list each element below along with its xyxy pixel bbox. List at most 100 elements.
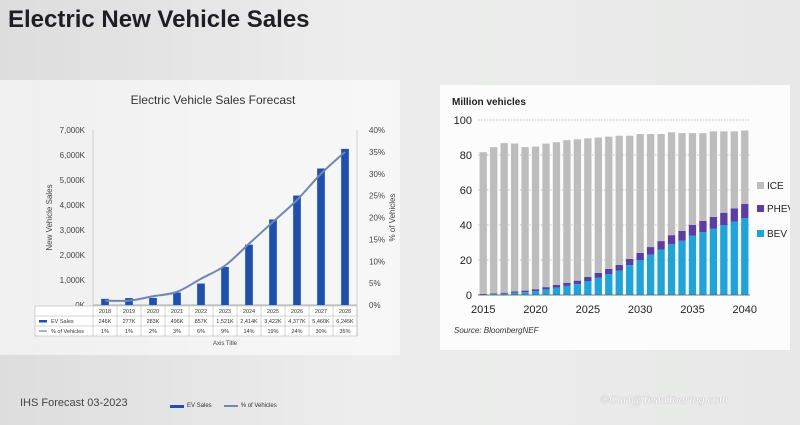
x-tick-label: 2022 — [195, 309, 207, 315]
phev-bar — [730, 208, 738, 222]
bev-bar — [709, 228, 718, 295]
y-axis-label: New Vehicle Sales — [45, 184, 54, 250]
bev-bar — [615, 270, 623, 295]
source-note: Source: BloombergNEF — [454, 326, 540, 335]
ev-sales-bar — [197, 283, 205, 305]
x-tick-label: 2025 — [576, 304, 600, 316]
y2-tick-label: 0% — [369, 301, 381, 310]
ice-bar — [741, 130, 749, 204]
x-tick-label: 2020 — [147, 309, 159, 315]
phev-bar — [615, 264, 623, 271]
ice-bar — [720, 131, 728, 213]
y-tick-label: 3,000K — [60, 226, 86, 235]
bev-bar — [563, 285, 571, 295]
bev-bar — [531, 290, 540, 295]
ice-bar — [667, 132, 676, 236]
percent-value-label: 1% — [101, 329, 109, 335]
y-tick-label: 20 — [460, 255, 472, 267]
phev-bar — [636, 253, 644, 260]
phev-bar — [646, 247, 655, 255]
chart-title: Million vehicles — [452, 97, 526, 108]
y-tick-label: 6,000K — [60, 151, 86, 160]
bev-bar — [521, 292, 529, 295]
phev-bar — [688, 225, 697, 236]
ev-sales-legend-swatch — [170, 404, 184, 408]
bev-legend-label: BEV — [767, 229, 787, 240]
bev-bar — [636, 260, 644, 295]
ice-bar — [678, 133, 686, 231]
ev-sales-value-label: 3,422K — [264, 319, 282, 325]
y-tick-label: 100 — [454, 115, 472, 127]
percent-value-label: 3% — [173, 329, 181, 335]
ice-bar — [730, 131, 738, 209]
ev-sales-forecast-chart: Electric Vehicle Sales Forecast 0K 1,000K 2… — [0, 80, 400, 355]
ev-sales-bar — [173, 292, 181, 305]
watermark: ©Carl@TeslaTouring.com — [600, 392, 728, 406]
phev-bar — [720, 212, 728, 225]
ice-bar — [542, 143, 550, 288]
phev-bar — [667, 235, 676, 245]
x-tick-label: 2015 — [471, 304, 495, 316]
chart-title: Electric Vehicle Sales Forecast — [131, 93, 296, 107]
y-tick-label: 80 — [460, 150, 472, 162]
ice-legend-label: ICE — [767, 181, 784, 192]
ice-bar — [510, 143, 519, 292]
x-axis-label: Axis Title — [213, 341, 238, 347]
phev-bar — [479, 293, 487, 295]
ice-bar — [531, 146, 540, 290]
ice-bar — [490, 147, 498, 294]
y-tick-label: 7,000K — [60, 126, 86, 135]
phev-bar — [678, 230, 686, 241]
table-row-label: % of Vehicles — [51, 329, 84, 335]
phev-bar — [490, 293, 498, 295]
percent-legend-swatch — [223, 405, 238, 407]
ev-sales-bar — [341, 148, 349, 305]
phev-legend-label: PHEV — [767, 204, 790, 215]
percent-value-label: 1% — [125, 329, 133, 335]
x-tick-label: 2023 — [219, 309, 231, 315]
ice-bar — [615, 135, 623, 265]
bev-bar — [584, 281, 592, 295]
ev-sales-value-label: 246K — [99, 319, 112, 325]
bev-bar — [605, 274, 613, 295]
ice-bar — [626, 135, 634, 259]
x-tick-label: 2035 — [680, 304, 704, 316]
percent-legend-label: % of Vehicles — [240, 403, 277, 409]
bev-bar — [552, 287, 561, 295]
ice-bar — [563, 140, 571, 283]
bev-legend-swatch — [757, 230, 764, 237]
y2-tick-label: 30% — [369, 170, 385, 179]
bev-bar — [688, 235, 697, 295]
phev-bar — [552, 284, 561, 288]
x-tick-label: 2030 — [628, 304, 652, 316]
x-tick-label: 2026 — [291, 309, 303, 315]
footer-note: IHS Forecast 03-2023 — [20, 397, 128, 409]
ev-sales-bar — [101, 298, 109, 305]
phev-bar — [542, 287, 550, 290]
bev-bar — [490, 294, 498, 295]
y-tick-label: 0 — [466, 290, 472, 302]
ev-sales-bar — [293, 195, 301, 305]
bev-bar — [542, 289, 550, 295]
ev-sales-legend-label: EV Sales — [187, 403, 212, 409]
chart-legend: EV Sales % of Vehicles — [170, 403, 277, 410]
ice-bar — [709, 131, 718, 217]
y2-tick-label: 10% — [369, 257, 385, 266]
y-tick-label: 4,000K — [60, 201, 86, 210]
x-tick-label: 2019 — [123, 309, 135, 315]
ev-sales-value-label: 277K — [123, 319, 136, 325]
x-tick-label: 2018 — [99, 309, 111, 315]
ice-bar — [657, 134, 665, 242]
ev-sales-value-label: 1,521K — [216, 319, 234, 325]
phev-bar — [605, 268, 613, 274]
y2-tick-label: 35% — [369, 148, 385, 157]
ice-bar — [636, 134, 644, 253]
phev-bar — [500, 292, 508, 294]
ice-bar — [699, 133, 707, 221]
table-ev-sales-swatch — [39, 320, 47, 323]
x-tick-label: 2040 — [733, 304, 757, 316]
bev-bar — [510, 292, 519, 295]
ice-bar — [479, 152, 487, 294]
ice-bar — [521, 147, 529, 291]
